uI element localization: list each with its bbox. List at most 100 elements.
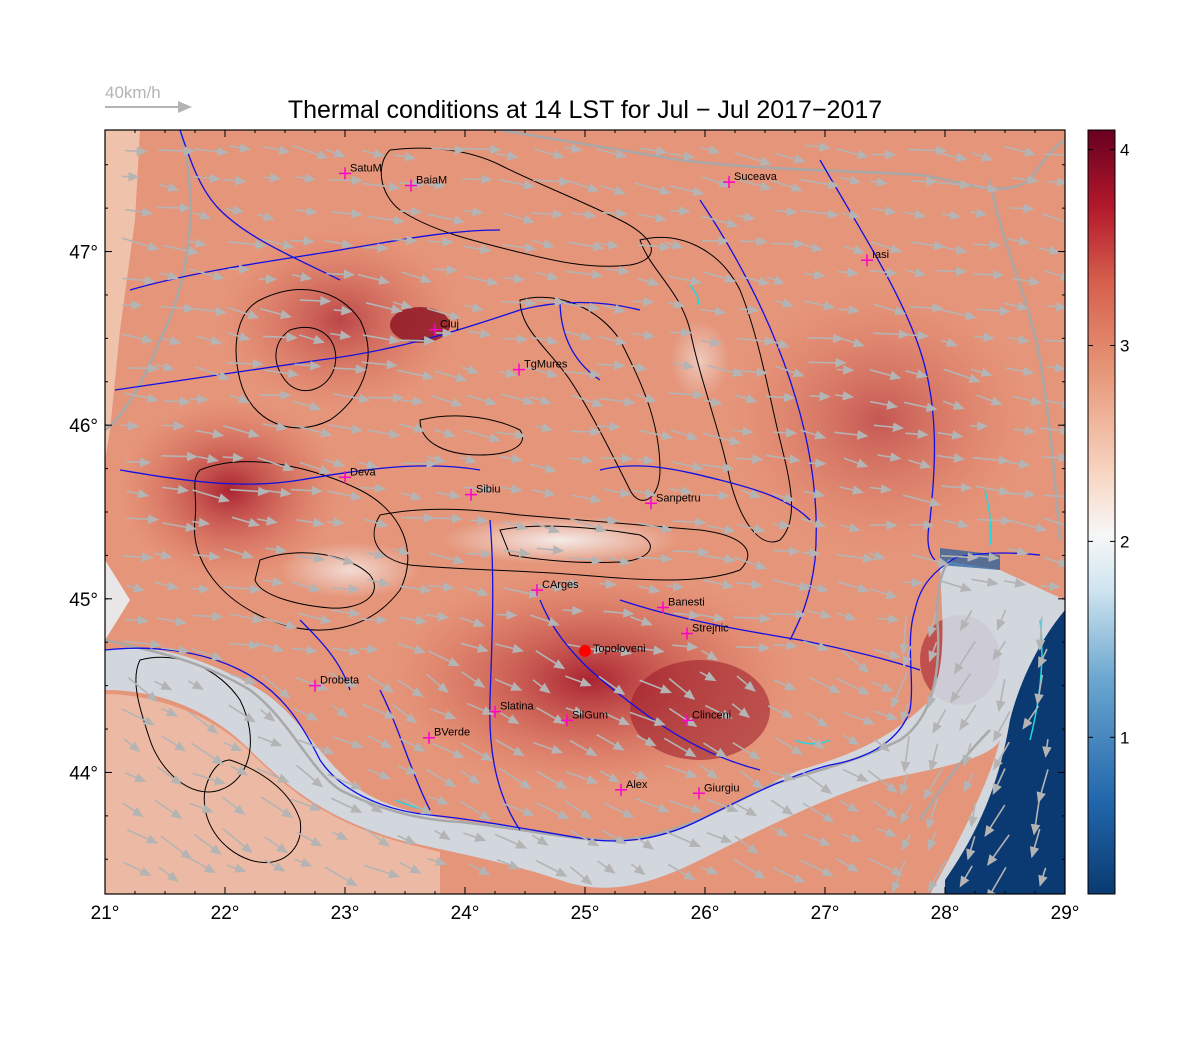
wind-arrow [158,150,193,151]
wind-arrow [807,338,842,339]
lon-tick-label: 24° [451,903,480,924]
wind-arrow [399,340,433,341]
station-label: CArges [542,579,579,591]
wind-arrow [429,518,462,519]
wind-arrow [462,179,491,180]
lon-tick-label: 29° [1051,903,1080,924]
lon-tick-label: 21° [91,903,120,924]
station-label: Alex [626,779,648,791]
wind-legend: 40km/h [105,83,190,107]
station-label: Sibiu [476,484,500,496]
wind-arrow [633,301,653,302]
wind-arrow [570,431,600,432]
wind-arrow [1041,586,1060,587]
wind-arrow [163,425,184,426]
wind-arrow [774,551,799,552]
wind-arrow [504,339,527,340]
wind-arrow [912,181,937,182]
wind-arrow [191,588,209,589]
lat-tick-label: 47° [69,243,98,264]
wind-arrow [1010,208,1033,209]
wind-arrow [363,247,387,248]
station-label: Suceava [734,171,778,183]
wind-arrow [1047,182,1067,183]
colorbar-tick-label: 2 [1120,532,1129,551]
latitude-labels: 44° 45° 46° 47° [69,243,98,785]
wind-arrow [736,459,762,460]
station-label: SatuM [350,162,382,174]
wind-arrow [773,432,796,433]
wind-arrow [190,399,207,400]
wind-arrow [974,244,1000,245]
wind-arrow [327,274,354,275]
lat-tick-label: 45° [69,590,98,611]
wind-arrow [126,462,150,463]
chart-title: Thermal conditions at 14 LST for Jul − J… [288,96,882,124]
wind-arrow [122,176,138,177]
wind-arrow [290,241,313,242]
wind-arrow [300,300,330,301]
wind-arrow [973,274,1002,275]
wind-arrow [904,582,921,583]
lon-tick-label: 28° [931,903,960,924]
station-label: BaiaM [416,175,447,187]
wind-arrow [360,619,387,620]
map-panel: SatuM BaiaM Suceava Iasi Cluj TgMures Deva Sibi… [105,130,1079,900]
wind-arrow [264,177,280,178]
lon-tick-label: 22° [211,903,240,924]
wind-arrow [163,401,189,402]
wind-arrow [599,584,615,585]
wind-arrow [125,151,146,152]
lat-tick-label: 44° [69,763,98,784]
wind-arrow [670,211,689,212]
wind-arrow [157,207,189,208]
highlight-station-dot [579,645,591,657]
wind-legend-label: 40km/h [105,83,161,102]
station-label: Clinceni [692,709,731,721]
station-label: TgMures [524,359,568,371]
station-label: Strejnic [692,623,729,635]
wind-arrow [563,610,582,611]
station-label: SilGum [572,709,608,721]
lat-tick-label: 46° [69,416,98,437]
station-label: Deva [350,466,377,478]
thermal-cool-fagaras [440,516,680,564]
highlight-station-label: Topoloveni [593,643,646,655]
wind-arrow [770,614,806,615]
wind-arrow [810,396,830,397]
colorbar-tick-label: 4 [1120,141,1129,160]
station-label: BVerde [434,727,470,739]
station-label: Slatina [500,701,535,713]
wind-arrow [123,305,142,306]
colorbar-tick-label: 1 [1120,728,1129,747]
station-label: Banesti [668,597,705,609]
wind-arrow [809,463,825,464]
wind-arrow [496,615,516,616]
wind-arrow [223,457,243,458]
station-label: Drobeta [320,675,360,687]
wind-arrow [870,525,896,526]
wind-arrow [1044,340,1074,341]
station-label: Iasi [872,249,889,261]
lon-tick-label: 26° [691,903,720,924]
wind-arrow [400,211,421,212]
lon-tick-label: 23° [331,903,360,924]
wind-arrow [597,426,619,427]
colorbar-gradient [1088,130,1115,894]
wind-arrow [161,456,196,457]
wind-arrow [878,619,898,620]
wind-arrow [937,271,966,272]
wind-arrow [601,458,632,459]
wind-arrow [436,333,452,334]
wind-arrow [837,370,853,371]
wind-arrow [809,362,846,363]
station-label: Cluj [440,319,459,331]
station-label: Giurgiu [704,782,739,794]
lon-tick-label: 25° [571,903,600,924]
wind-arrow [427,241,452,242]
longitude-labels: 21° 22° 23° 24° 25° 26° 27° 28° 29° [91,903,1080,924]
station-label: Sanpetru [656,492,701,504]
lon-tick-label: 27° [811,903,840,924]
